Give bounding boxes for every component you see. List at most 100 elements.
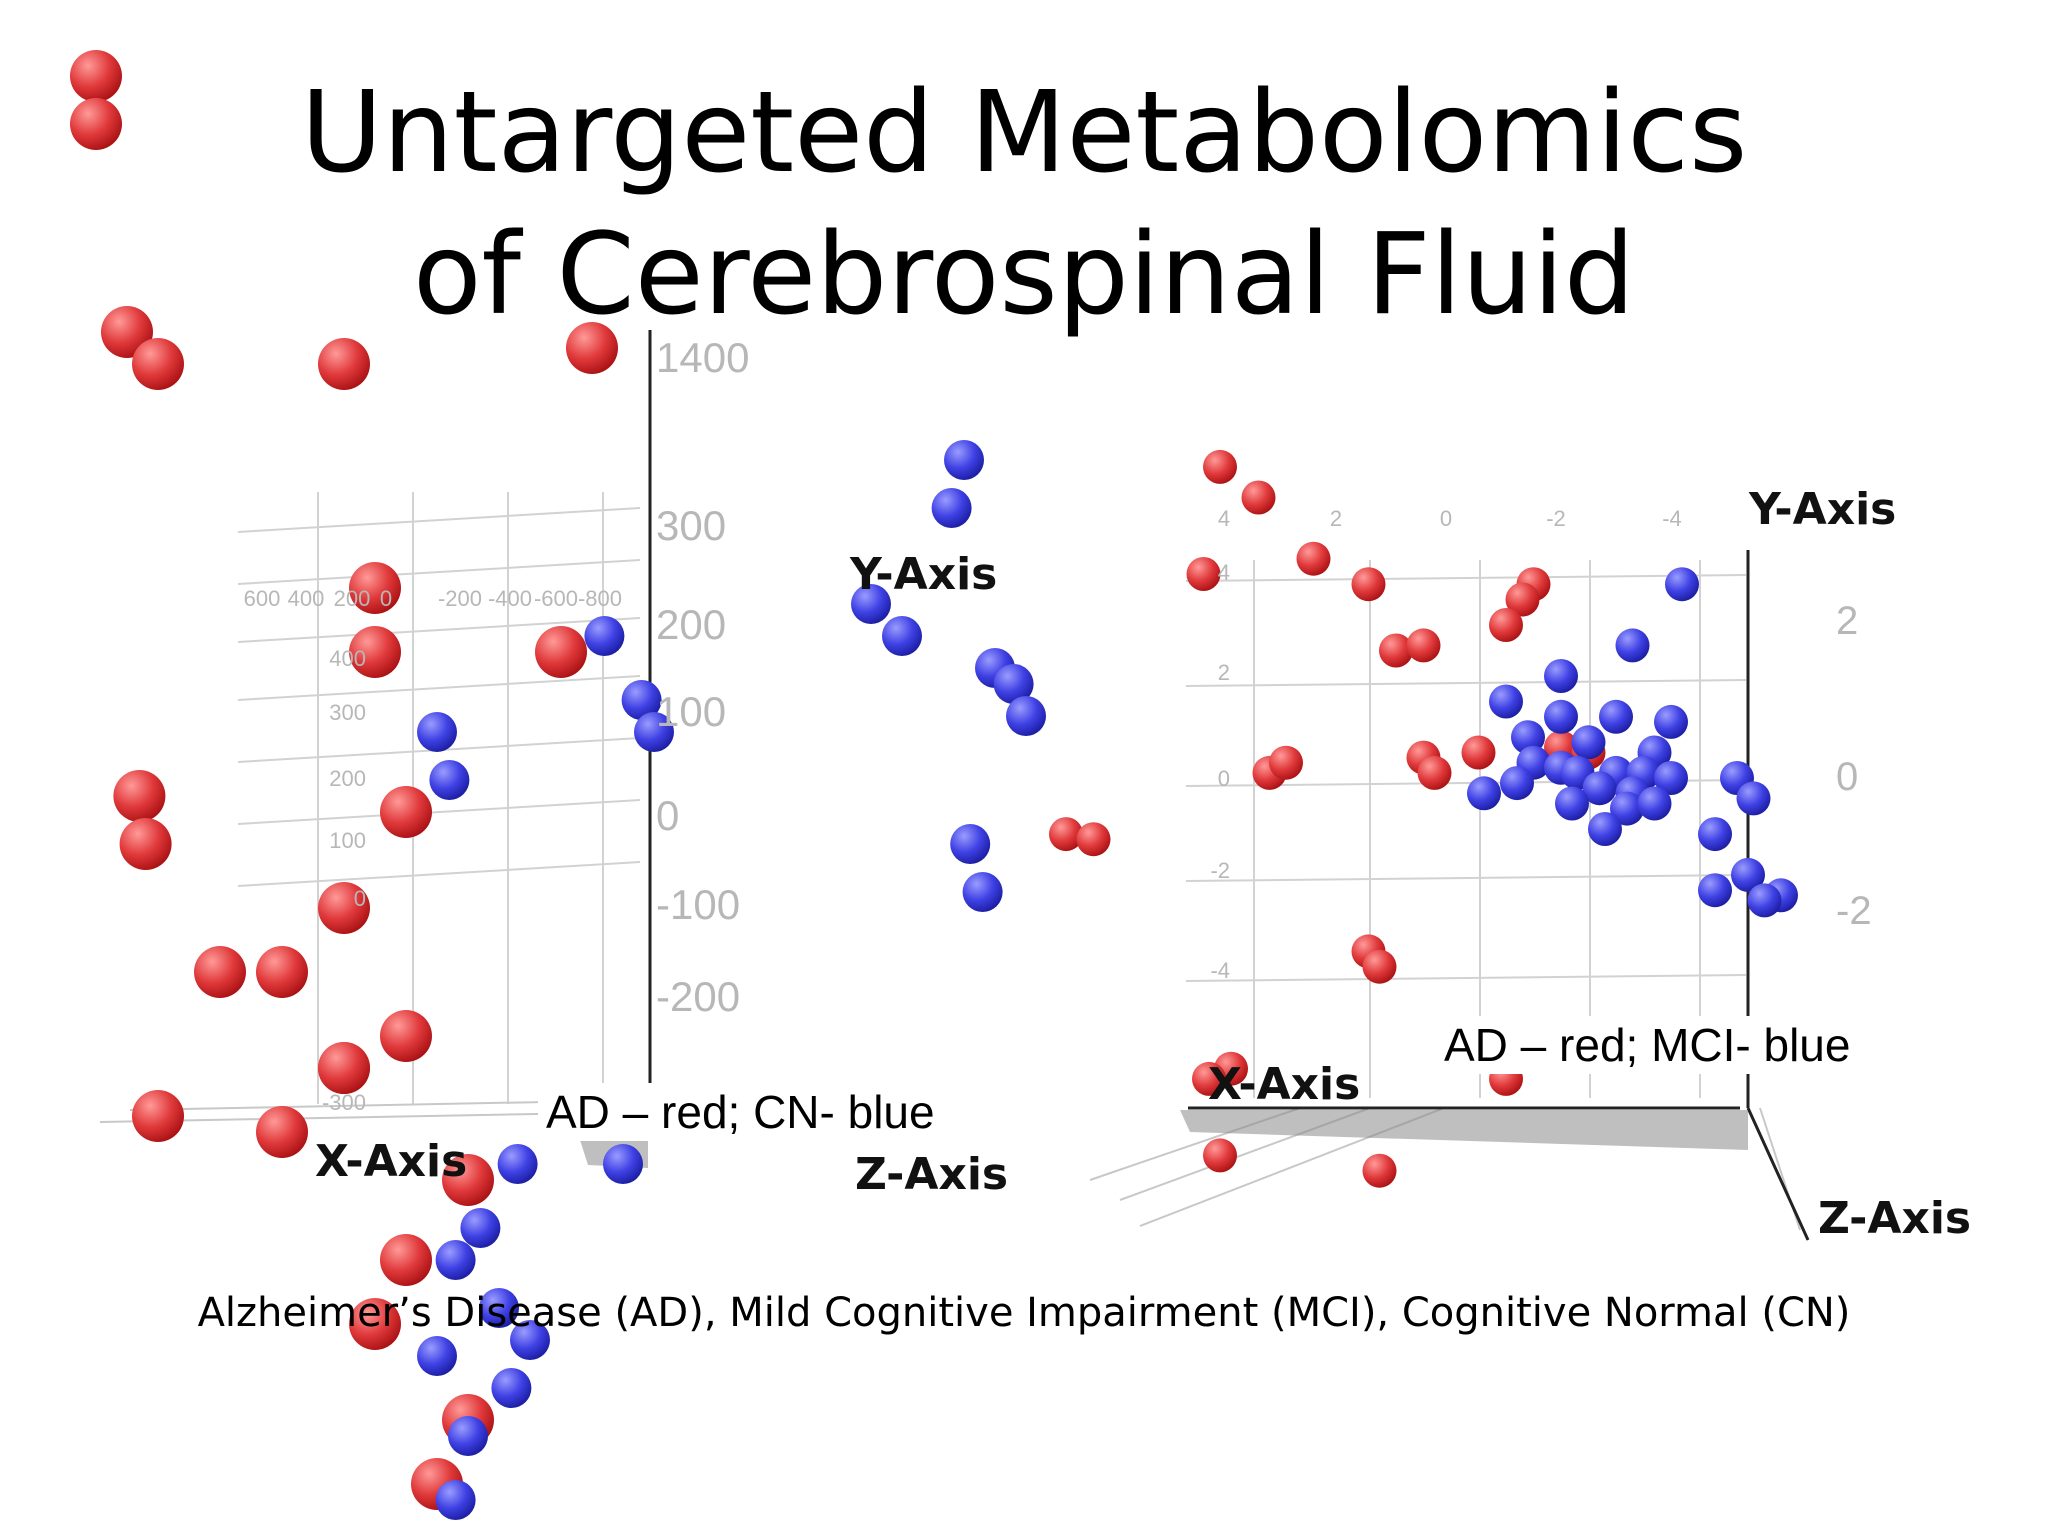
left-red-point [70, 50, 122, 102]
right-top-tick-label: 2 [1330, 506, 1342, 531]
left-red-point [119, 818, 172, 870]
right-blue-point [1599, 699, 1633, 734]
left-hgrid-line [237, 617, 641, 643]
right-blue-point [1698, 817, 1732, 852]
right-red-point [1186, 557, 1221, 591]
left-red-point [566, 322, 618, 374]
right-y-tick-label: -2 [1836, 889, 1872, 933]
left-red-point [535, 626, 587, 678]
right-blue-point [1500, 766, 1534, 801]
left-blue-point [584, 616, 625, 656]
left-red-point [318, 338, 370, 390]
left-blue-point [479, 1288, 519, 1328]
left-y-tick-label: -100 [656, 881, 740, 928]
left-top-tick-label: -200 [438, 586, 482, 611]
right-blue-point [1489, 684, 1523, 719]
right-red-point [1192, 1061, 1226, 1096]
left-blue-point [621, 680, 662, 720]
left-top-tick-label: 400 [288, 586, 325, 611]
right-left-tick-label: -2 [1210, 858, 1230, 883]
left-red-point [380, 1234, 432, 1286]
right-blue-point [1588, 812, 1622, 846]
right-legend: AD – red; MCI- blue [1436, 1016, 1859, 1074]
left-blue-point [435, 1480, 476, 1520]
left-blue-point [417, 712, 457, 752]
left-hgrid-line [237, 861, 641, 887]
right-red-point [1203, 1138, 1237, 1173]
left-red-point [349, 626, 401, 678]
left-red-point [132, 338, 184, 390]
left-red-point [113, 770, 166, 822]
left-blue-point [510, 1320, 550, 1360]
left-hgrid-line [237, 507, 641, 533]
left-blue-point [435, 1240, 476, 1280]
left-y-tick-label: 300 [656, 502, 726, 549]
right-y-tick-label: 0 [1836, 755, 1858, 799]
right-blue-point [1544, 659, 1578, 693]
left-blue-point [460, 1208, 501, 1248]
right-red-point [1505, 582, 1540, 617]
left-top-tick-label: 600 [244, 586, 281, 611]
left-blue-point [993, 664, 1034, 704]
left-y-tick-label: 100 [656, 688, 726, 735]
left-left-tick-label: 100 [329, 828, 366, 853]
left-red-point [380, 786, 432, 838]
right-left-tick-label: 0 [1218, 766, 1230, 791]
left-hgrid-line [237, 799, 641, 825]
left-x-axis-title: X-Axis [315, 1136, 467, 1187]
right-blue-point [1582, 771, 1617, 806]
left-blue-point [882, 616, 922, 656]
right-red-point [1362, 949, 1397, 984]
right-red-point [1296, 541, 1331, 576]
left-red-point [256, 1106, 308, 1158]
right-red-point [1406, 628, 1441, 663]
left-red-point [318, 882, 370, 934]
left-red-point [256, 946, 308, 998]
right-hgrid-line [1185, 574, 1747, 582]
right-hgrid-line [1185, 874, 1747, 882]
slide-title-line-1: Untargeted Metabolomics [300, 68, 1748, 198]
right-y-tick-label: 2 [1836, 599, 1858, 643]
left-legend: AD – red; CN- blue [538, 1083, 943, 1141]
left-blue-point [950, 824, 991, 864]
right-blue-point [1736, 781, 1771, 816]
right-z-axis-title: Z-Axis [1818, 1193, 1971, 1244]
left-blue-point [417, 1336, 457, 1376]
left-blue-point [429, 760, 470, 800]
left-left-tick-label: 300 [329, 700, 366, 725]
right-blue-point [1665, 567, 1699, 602]
right-blue-point [1571, 725, 1606, 760]
left-y-tick-label: -200 [656, 973, 740, 1020]
left-hgrid-line [237, 559, 641, 585]
left-blue-point [962, 872, 1003, 912]
left-left-tick-label: -300 [322, 1090, 366, 1115]
right-blue-point [1555, 786, 1589, 821]
left-red-point [349, 1298, 401, 1350]
right-hgrid-line [1185, 679, 1747, 687]
right-blue-point [1511, 720, 1545, 755]
left-hgrid-line [237, 675, 641, 701]
right-blue-point [1615, 628, 1650, 663]
right-red-point [1461, 735, 1496, 770]
left-red-point [101, 306, 153, 358]
left-red-point [442, 1154, 494, 1206]
left-top-tick-label: 0 [380, 586, 392, 611]
right-red-point [1379, 633, 1413, 668]
right-left-tick-label: 4 [1218, 560, 1230, 585]
left-top-tick-label: -800 [578, 586, 622, 611]
right-blue-point [1637, 786, 1672, 821]
right-red-point [1417, 755, 1452, 790]
right-red-point [1203, 449, 1237, 484]
left-red-point [132, 1090, 184, 1142]
left-red-point [70, 98, 122, 150]
right-blue-point [1731, 857, 1765, 892]
left-blue-point [944, 440, 984, 480]
left-blue-point [634, 712, 674, 752]
right-labels: 2 0 -2 4 2 0 -2 -4 4 2 0 -2 -4 Y-Axis X-Axis Z-Axis [1208, 484, 1971, 1244]
left-left-tick-label: 0 [354, 886, 366, 911]
left-blue-point [851, 584, 891, 624]
right-blue-point [1610, 791, 1644, 826]
left-grid [99, 330, 652, 1168]
